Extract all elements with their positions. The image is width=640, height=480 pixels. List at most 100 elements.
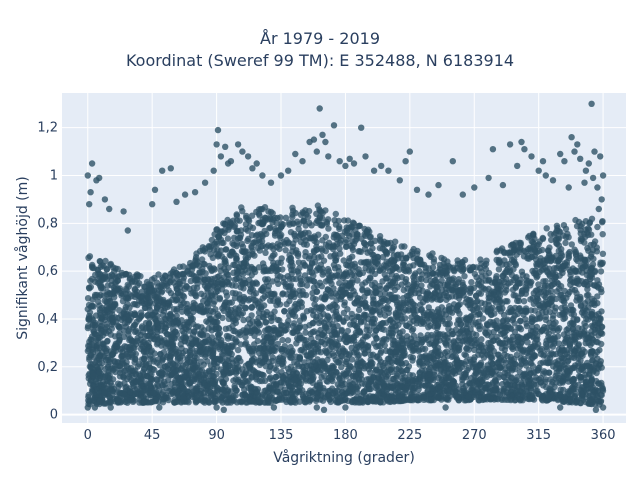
data-point bbox=[309, 329, 316, 336]
data-point bbox=[468, 279, 475, 286]
data-point bbox=[96, 258, 104, 265]
data-point bbox=[459, 380, 466, 388]
data-point bbox=[492, 299, 500, 306]
data-point bbox=[271, 232, 279, 239]
data-point bbox=[599, 250, 607, 257]
data-point bbox=[121, 343, 128, 350]
data-point bbox=[168, 386, 175, 394]
data-point bbox=[547, 351, 554, 358]
data-point bbox=[211, 398, 218, 405]
data-point bbox=[471, 360, 478, 367]
data-point bbox=[197, 329, 205, 336]
data-point bbox=[117, 290, 125, 297]
data-point bbox=[373, 259, 380, 267]
data-point bbox=[417, 301, 424, 308]
data-point bbox=[471, 270, 478, 278]
data-point bbox=[325, 225, 332, 232]
data-point bbox=[317, 261, 325, 268]
data-point bbox=[208, 236, 216, 244]
data-point bbox=[159, 282, 166, 289]
data-point bbox=[532, 374, 540, 381]
data-point bbox=[130, 324, 137, 331]
data-point bbox=[119, 348, 126, 356]
data-point bbox=[281, 327, 288, 334]
data-point bbox=[414, 250, 421, 257]
data-point bbox=[105, 393, 113, 400]
data-point bbox=[563, 375, 571, 382]
data-point bbox=[361, 245, 369, 252]
data-point bbox=[485, 291, 492, 298]
data-point bbox=[327, 253, 334, 260]
data-point bbox=[349, 253, 356, 260]
chart-title-line-1: År 1979 - 2019 bbox=[260, 29, 380, 48]
data-point bbox=[495, 305, 502, 313]
data-point bbox=[573, 289, 580, 297]
data-point bbox=[582, 322, 589, 330]
data-point bbox=[159, 287, 166, 295]
data-point bbox=[222, 246, 229, 253]
data-point bbox=[165, 396, 172, 404]
data-point bbox=[562, 239, 569, 247]
data-point bbox=[373, 335, 380, 342]
data-point bbox=[559, 379, 566, 386]
data-point bbox=[493, 256, 500, 264]
data-point bbox=[364, 343, 372, 351]
data-point bbox=[583, 307, 590, 314]
data-point bbox=[332, 210, 339, 218]
data-point bbox=[321, 372, 328, 380]
data-point bbox=[255, 314, 262, 322]
data-point bbox=[335, 217, 342, 225]
data-point bbox=[354, 277, 361, 284]
data-point bbox=[176, 263, 183, 270]
data-point bbox=[350, 365, 358, 373]
data-point bbox=[309, 379, 316, 386]
data-point bbox=[520, 298, 528, 305]
data-point bbox=[543, 343, 550, 350]
data-point bbox=[237, 278, 244, 285]
data-point bbox=[446, 302, 453, 310]
data-point bbox=[104, 337, 111, 345]
data-point bbox=[367, 240, 374, 247]
data-point bbox=[509, 316, 516, 324]
data-point bbox=[321, 340, 328, 348]
data-point bbox=[456, 266, 464, 273]
data-point bbox=[436, 261, 444, 269]
data-point bbox=[339, 283, 346, 290]
data-point bbox=[518, 268, 526, 275]
data-point bbox=[500, 317, 507, 324]
data-point bbox=[441, 332, 449, 340]
data-point bbox=[408, 314, 415, 321]
data-point bbox=[383, 284, 390, 292]
data-point bbox=[245, 377, 252, 384]
data-point bbox=[556, 285, 563, 292]
data-point bbox=[483, 257, 490, 264]
data-point bbox=[134, 281, 141, 289]
data-point bbox=[441, 359, 448, 366]
data-point bbox=[565, 325, 572, 332]
data-point bbox=[147, 335, 154, 342]
data-point bbox=[453, 356, 461, 363]
data-point bbox=[555, 280, 562, 287]
data-point bbox=[276, 354, 284, 361]
data-point bbox=[529, 323, 536, 330]
data-point bbox=[401, 397, 408, 404]
data-point bbox=[406, 300, 413, 307]
data-point bbox=[594, 223, 601, 231]
data-point bbox=[493, 333, 500, 341]
data-point bbox=[445, 294, 452, 301]
data-point bbox=[400, 345, 407, 352]
data-point bbox=[566, 340, 573, 347]
data-point bbox=[376, 355, 383, 363]
data-point bbox=[591, 238, 599, 245]
data-point bbox=[394, 283, 401, 291]
data-point bbox=[296, 388, 303, 395]
data-point bbox=[334, 322, 341, 330]
data-point bbox=[277, 345, 284, 353]
data-point bbox=[398, 337, 405, 345]
data-point bbox=[220, 379, 228, 387]
data-point bbox=[568, 310, 575, 317]
data-point bbox=[539, 246, 546, 254]
data-point bbox=[528, 238, 535, 245]
data-point bbox=[255, 309, 263, 316]
data-point bbox=[366, 274, 374, 281]
